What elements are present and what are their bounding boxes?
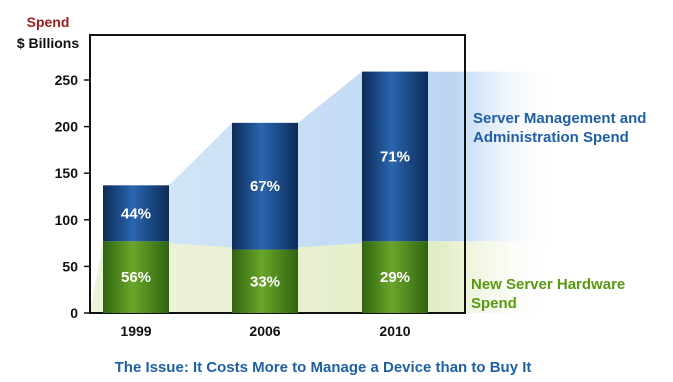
y-tick-label: 0 bbox=[70, 305, 78, 321]
bar-label-management: 67% bbox=[250, 178, 280, 195]
bars: 56% 44% 33% 67% 29% 71% bbox=[103, 71, 428, 313]
y-axis-title-line-1: Spend bbox=[27, 14, 70, 30]
legend-management-line-2: Administration Spend bbox=[473, 129, 629, 146]
chart-caption: The Issue: It Costs More to Manage a Dev… bbox=[115, 359, 532, 376]
bar-hardware-2010 bbox=[362, 241, 428, 313]
bar-label-management: 44% bbox=[121, 205, 151, 222]
y-tick-label: 150 bbox=[55, 165, 79, 181]
bar-label-hardware: 29% bbox=[380, 269, 410, 286]
bar-label-hardware: 56% bbox=[121, 269, 151, 286]
legend-management-line-1: Server Management and bbox=[473, 110, 646, 127]
y-axis-title-line-2: $ Billions bbox=[17, 35, 79, 51]
bar-hardware-1999 bbox=[103, 241, 169, 313]
bar-management-2010 bbox=[362, 71, 428, 242]
legend-hardware-line-2: Spend bbox=[471, 295, 517, 312]
x-tick-label: 2006 bbox=[249, 323, 280, 339]
y-tick-label: 50 bbox=[62, 258, 78, 274]
bar-hardware-2006 bbox=[232, 249, 298, 313]
bar-management-1999 bbox=[103, 185, 169, 242]
y-axis-ticks: 0 50 100 150 200 250 bbox=[55, 72, 90, 321]
management-trend-area bbox=[136, 71, 560, 250]
y-tick-label: 100 bbox=[55, 212, 79, 228]
x-tick-label: 2010 bbox=[379, 323, 410, 339]
x-tick-label: 1999 bbox=[120, 323, 151, 339]
y-tick-label: 200 bbox=[55, 119, 79, 135]
bar-label-hardware: 33% bbox=[250, 273, 280, 290]
legend-hardware-line-1: New Server Hardware bbox=[471, 276, 625, 293]
bar-management-2006 bbox=[232, 122, 298, 250]
y-tick-label: 250 bbox=[55, 72, 79, 88]
x-axis-ticks: 1999 2006 2010 bbox=[120, 323, 410, 339]
bar-label-management: 71% bbox=[380, 148, 410, 165]
hardware-trend-area bbox=[90, 241, 560, 313]
